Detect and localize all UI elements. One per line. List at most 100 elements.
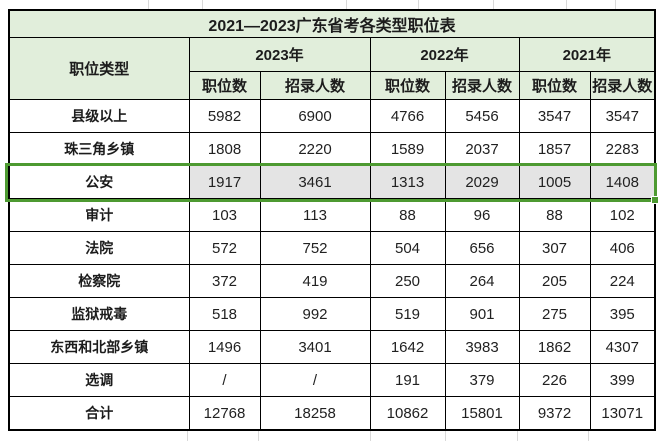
cell[interactable]: / [188,363,261,397]
cell[interactable]: 406 [589,231,656,265]
year-header-2021[interactable]: 2021年 [518,37,656,72]
subheader-2021-recruits[interactable]: 招录人数 [589,71,656,100]
subheader-2021-positions[interactable]: 职位数 [518,71,591,100]
cell[interactable]: 379 [444,363,520,397]
year-header-2022[interactable]: 2022年 [369,37,520,72]
cell[interactable]: 2037 [444,132,520,166]
cell[interactable]: 15801 [444,396,520,431]
cell[interactable]: 12768 [188,396,261,431]
cell[interactable]: 419 [259,264,371,298]
gridline [588,430,589,441]
cell[interactable]: 1808 [188,132,261,166]
cell[interactable]: 372 [188,264,261,298]
gridline [615,0,616,9]
gridline [187,430,188,441]
cell[interactable]: 1496 [188,330,261,364]
cell[interactable]: 3547 [589,99,656,133]
cell[interactable]: 1917 [188,165,261,199]
cell[interactable]: 113 [259,198,371,232]
gridline [517,430,518,441]
cell[interactable]: 1862 [518,330,591,364]
cell[interactable]: 205 [518,264,591,298]
cell[interactable]: 226 [518,363,591,397]
gridline [258,430,259,441]
cell[interactable]: 5456 [444,99,520,133]
table-title[interactable]: 2021—2023广东省考各类型职位表 [8,9,656,38]
cell[interactable]: 752 [259,231,371,265]
cell[interactable]: 250 [369,264,446,298]
gridline [370,430,371,441]
cell[interactable]: 10862 [369,396,446,431]
table-row: 珠三角乡镇 1808 2220 1589 2037 1857 2283 [8,132,656,166]
cell[interactable]: 656 [444,231,520,265]
cell[interactable]: 2283 [589,132,656,166]
gridline [566,0,567,9]
row-label[interactable]: 珠三角乡镇 [8,132,190,166]
table-row: 审计 103 113 88 96 88 102 [8,198,656,232]
row-label[interactable]: 东西和北部乡镇 [8,330,190,364]
row-label[interactable]: 合计 [8,396,190,431]
cell[interactable]: 4307 [589,330,656,364]
cell[interactable]: 572 [188,231,261,265]
subheader-2023-positions[interactable]: 职位数 [188,71,261,100]
cell[interactable]: 88 [518,198,591,232]
subheader-2022-positions[interactable]: 职位数 [369,71,446,100]
row-label[interactable]: 法院 [8,231,190,265]
table-row: 东西和北部乡镇 1496 3401 1642 3983 1862 4307 [8,330,656,364]
cell[interactable]: 2220 [259,132,371,166]
year-header-2023[interactable]: 2023年 [188,37,371,72]
cell[interactable]: 96 [444,198,520,232]
cell[interactable]: 3401 [259,330,371,364]
subheader-2022-recruits[interactable]: 招录人数 [444,71,520,100]
positions-table-grid: 2021—2023广东省考各类型职位表 职位类型 2023年 2022年 202… [8,9,657,431]
cell[interactable]: 103 [188,198,261,232]
table-row: 监狱戒毒 518 992 519 901 275 395 [8,297,656,331]
cell[interactable]: 13071 [589,396,656,431]
row-label[interactable]: 审计 [8,198,190,232]
row-label[interactable]: 监狱戒毒 [8,297,190,331]
cell[interactable]: 1005 [518,165,591,199]
cell[interactable]: 519 [369,297,446,331]
cell[interactable]: 6900 [259,99,371,133]
gridline [493,0,494,9]
cell[interactable]: 307 [518,231,591,265]
cell[interactable]: 264 [444,264,520,298]
col-header-position-type[interactable]: 职位类型 [8,37,190,100]
cell[interactable]: 5982 [188,99,261,133]
cell[interactable]: 3461 [259,165,371,199]
cell[interactable]: 395 [589,297,656,331]
row-label[interactable]: 选调 [8,363,190,397]
cell[interactable]: 88 [369,198,446,232]
cell[interactable]: 504 [369,231,446,265]
cell[interactable]: 1408 [589,165,656,199]
cell[interactable]: 1313 [369,165,446,199]
row-label[interactable]: 县级以上 [8,99,190,133]
cell[interactable]: 18258 [259,396,371,431]
cell[interactable]: / [259,363,371,397]
cell[interactable]: 518 [188,297,261,331]
cell[interactable]: 191 [369,363,446,397]
row-label[interactable]: 检察院 [8,264,190,298]
gridline [202,0,203,9]
gridline [346,0,347,9]
cell[interactable]: 399 [589,363,656,397]
table-row: 合计 12768 18258 10862 15801 9372 13071 [8,396,656,431]
selection-fill-handle[interactable] [651,196,659,204]
cell[interactable]: 901 [444,297,520,331]
cell[interactable]: 3983 [444,330,520,364]
cell[interactable]: 224 [589,264,656,298]
cell[interactable]: 102 [589,198,656,232]
row-label[interactable]: 公安 [8,165,190,199]
cell[interactable]: 9372 [518,396,591,431]
cell[interactable]: 4766 [369,99,446,133]
cell[interactable]: 1589 [369,132,446,166]
cell[interactable]: 1642 [369,330,446,364]
table-body: 县级以上 5982 6900 4766 5456 3547 3547 珠三角乡镇 1808 222… [8,99,656,431]
subheader-2023-recruits[interactable]: 招录人数 [259,71,371,100]
cell[interactable]: 992 [259,297,371,331]
cell[interactable]: 1857 [518,132,591,166]
cell[interactable]: 275 [518,297,591,331]
cell[interactable]: 2029 [444,165,520,199]
table-row: 法院 572 752 504 656 307 406 [8,231,656,265]
cell[interactable]: 3547 [518,99,591,133]
